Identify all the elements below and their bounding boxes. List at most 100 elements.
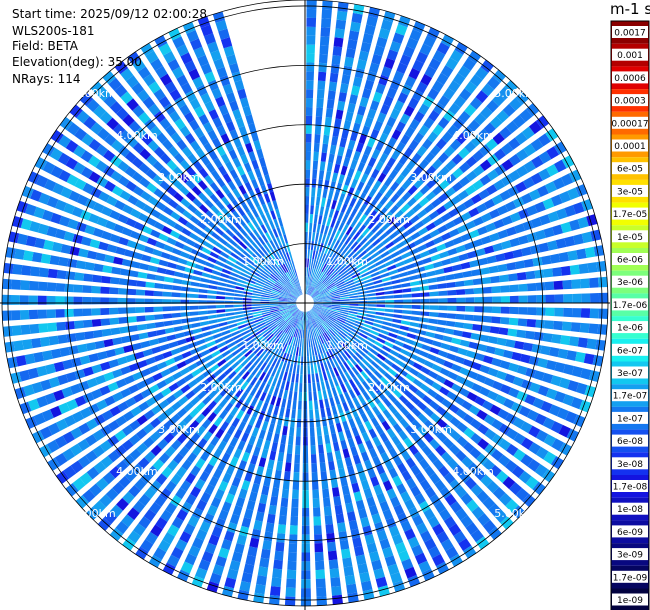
beta-gate <box>422 395 433 405</box>
beta-gate <box>361 431 370 443</box>
beta-gate <box>387 215 398 225</box>
beta-gate <box>192 445 203 456</box>
beta-gate <box>101 409 114 422</box>
beta-gate <box>343 493 352 504</box>
beta-gate <box>345 148 353 159</box>
beta-gate <box>306 98 313 108</box>
beta-gate <box>357 349 367 358</box>
beta-gate <box>335 19 347 30</box>
beta-gate <box>484 428 497 441</box>
beta-gate <box>498 327 509 336</box>
beta-gate <box>242 332 252 340</box>
beta-gate <box>493 219 505 229</box>
beta-gate <box>179 104 191 116</box>
beta-gate <box>293 391 298 401</box>
beta-gate <box>298 311 302 320</box>
beta-gate <box>344 236 352 245</box>
beta-gate <box>512 114 526 128</box>
beta-gate <box>99 440 113 453</box>
beta-gate <box>563 293 573 303</box>
beta-gate <box>518 283 528 292</box>
beta-gate <box>455 375 467 385</box>
beta-gate <box>398 214 409 224</box>
beta-gate <box>301 320 304 330</box>
beta-gate <box>218 547 230 559</box>
beta-gate <box>384 312 394 318</box>
beta-gate <box>321 417 328 427</box>
beta-gate <box>143 436 155 449</box>
beta-gate <box>380 451 390 463</box>
beta-gate <box>397 353 407 362</box>
beta-gate <box>316 251 321 261</box>
beta-gate <box>253 520 263 531</box>
beta-gate <box>218 237 228 246</box>
beta-gate <box>491 418 503 431</box>
beta-gate <box>439 486 452 499</box>
beta-gate <box>44 392 57 405</box>
beta-gate <box>324 235 330 245</box>
beta-gate <box>301 516 310 526</box>
beta-gate <box>324 207 330 217</box>
beta-gate <box>340 439 348 450</box>
beta-gate <box>150 229 161 239</box>
beta-gate <box>515 181 527 193</box>
beta-gate <box>208 455 219 467</box>
beta-gate <box>180 312 190 317</box>
beta-gate <box>150 58 163 71</box>
beta-gate <box>201 247 212 255</box>
beta-gate <box>384 295 394 299</box>
beta-gate <box>114 346 125 356</box>
beta-gate <box>405 457 416 469</box>
beta-gate <box>345 48 356 59</box>
beta-gate <box>210 378 220 388</box>
beta-gate <box>171 516 184 529</box>
beta-gate <box>149 338 160 346</box>
beta-gate <box>289 307 298 313</box>
beta-gate <box>224 530 235 542</box>
beta-gate <box>207 41 219 53</box>
beta-gate <box>58 134 71 148</box>
beta-gate <box>338 193 346 203</box>
beta-gate <box>305 178 310 188</box>
beta-gate <box>464 288 475 295</box>
beta-gate <box>508 387 520 398</box>
beta-gate <box>345 226 353 236</box>
beta-gate <box>189 420 200 431</box>
beta-gate <box>359 213 368 224</box>
beta-gate <box>473 287 483 295</box>
beta-gate <box>335 263 343 272</box>
beta-gate <box>438 465 450 478</box>
beta-gate <box>366 496 376 508</box>
beta-gate <box>321 243 327 253</box>
beta-gate <box>386 488 397 500</box>
beta-gate <box>152 372 163 382</box>
beta-gate <box>155 201 167 211</box>
beta-gate <box>379 349 389 357</box>
beta-gate <box>348 418 356 429</box>
beta-gate <box>364 165 373 176</box>
beta-gate <box>263 531 274 542</box>
beta-gate <box>313 525 322 535</box>
beta-gate <box>330 294 340 298</box>
beta-gate <box>212 246 222 255</box>
beta-gate <box>241 572 253 583</box>
beta-gate <box>243 309 253 314</box>
beta-gate <box>297 286 302 295</box>
beta-gate <box>327 236 334 246</box>
beta-gate <box>402 220 413 230</box>
beta-gate <box>320 274 328 283</box>
beta-gate <box>169 230 181 239</box>
beta-gate <box>351 407 359 418</box>
beta-gate <box>307 267 311 277</box>
beta-gate <box>85 450 98 463</box>
beta-gate <box>488 208 501 219</box>
beta-gate <box>262 313 272 318</box>
beta-gate <box>372 436 382 447</box>
beta-gate <box>279 342 286 352</box>
beta-gate <box>463 279 474 287</box>
beta-gate <box>109 307 119 315</box>
beta-gate <box>302 329 305 339</box>
beta-gate <box>376 304 386 308</box>
beta-gate <box>463 379 475 389</box>
beta-gate <box>305 187 310 197</box>
